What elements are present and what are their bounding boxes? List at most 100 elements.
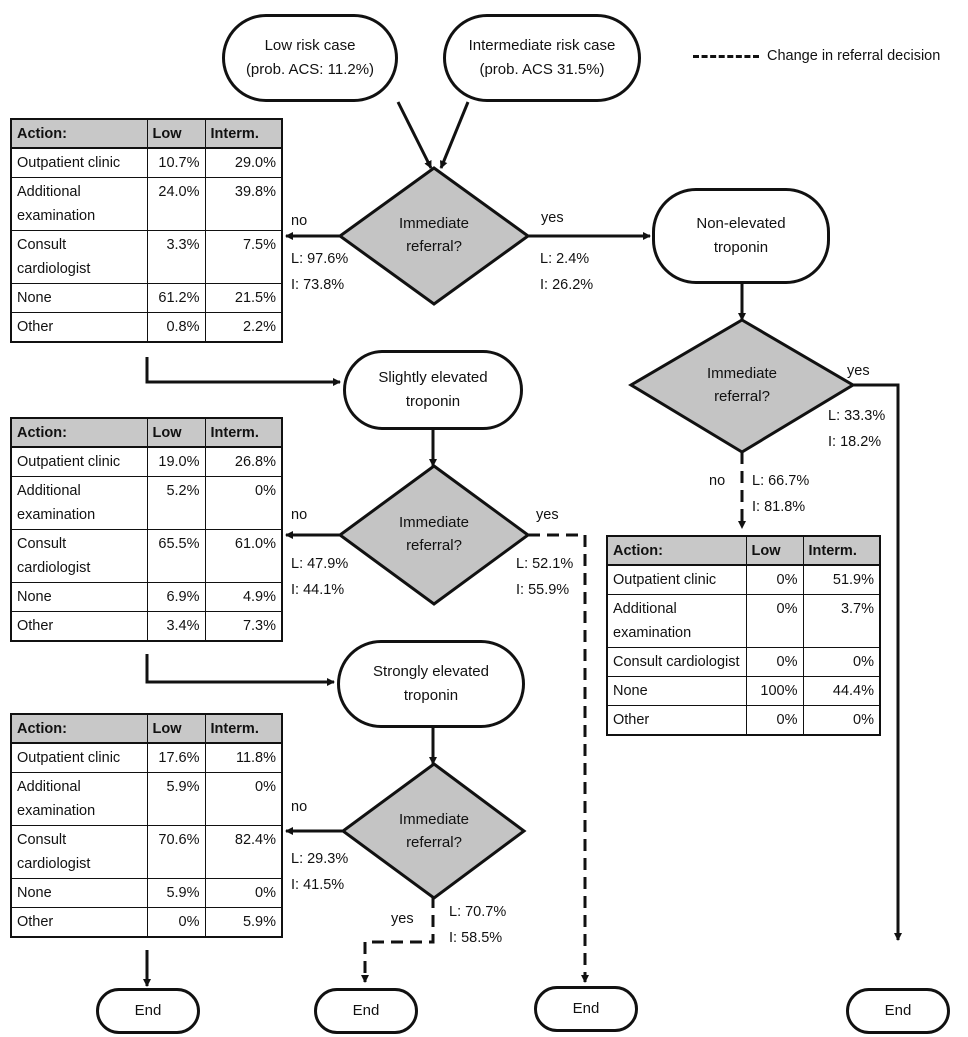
cell-low: 0%: [745, 594, 804, 648]
cell-interm: 82.4%: [204, 825, 283, 879]
split-slightly-yes-low: L: 52.1%: [516, 556, 574, 572]
end-node-strongly-yes: End: [314, 988, 418, 1034]
cell-action: None: [10, 582, 148, 612]
cell-interm: 7.3%: [204, 611, 283, 642]
branch-yes-slightly: yes: [536, 507, 559, 523]
cell-low: 6.9%: [146, 582, 206, 612]
legend-dashed-line: [693, 55, 759, 58]
table-row: Additional examination 5.9% 0%: [10, 772, 283, 826]
decision-line2: referral?: [406, 834, 462, 851]
start-node-low-line1: Low risk case: [264, 37, 356, 54]
decision-line1: Immediate: [398, 811, 470, 828]
cell-low: 10.7%: [146, 148, 206, 178]
header-interm: Interm.: [204, 417, 283, 448]
node-slightly-line1: Slightly elevated: [378, 369, 488, 386]
cell-action: Additional examination: [10, 177, 148, 231]
node-slightly-elevated-troponin: Slightly elevated troponin: [343, 350, 523, 430]
cell-interm: 0%: [204, 878, 283, 908]
cell-interm: 3.7%: [802, 594, 881, 648]
table-row: None 6.9% 4.9%: [10, 582, 283, 612]
decision-non-elevated: [628, 318, 856, 454]
cell-action: Consult cardiologist: [10, 825, 148, 879]
end-node-strongly-table: End: [96, 988, 200, 1034]
decision-slightly: [337, 464, 531, 606]
header-action: Action:: [10, 118, 148, 149]
header-low: Low: [146, 118, 206, 149]
table-row: Consult cardiologist 0% 0%: [606, 647, 881, 677]
table-row: Outpatient clinic 19.0% 26.8%: [10, 447, 283, 477]
cell-action: Additional examination: [10, 476, 148, 530]
header-action: Action:: [606, 535, 747, 566]
branch-yes-strongly: yes: [391, 911, 414, 927]
split-slightly-no-low: L: 47.9%: [291, 556, 349, 572]
split-strongly-yes-interm: I: 58.5%: [449, 930, 503, 946]
cell-low: 0%: [146, 907, 206, 938]
split-nonelevated-yes-low: L: 33.3%: [828, 408, 886, 424]
cell-action: Outpatient clinic: [10, 447, 148, 477]
start-node-interm-line2: (prob. ACS 31.5%): [479, 61, 605, 78]
cell-interm: 44.4%: [802, 676, 881, 706]
cell-low: 3.4%: [146, 611, 206, 642]
split-strongly-no-low: L: 29.3%: [291, 851, 349, 867]
cell-interm: 0%: [204, 476, 283, 530]
cell-interm: 0%: [204, 772, 283, 826]
header-low: Low: [146, 713, 206, 744]
branch-no-strongly: no: [291, 799, 308, 815]
branch-no-slightly: no: [291, 507, 308, 523]
header-low: Low: [146, 417, 206, 448]
cell-low: 61.2%: [146, 283, 206, 313]
cell-low: 19.0%: [146, 447, 206, 477]
cell-action: None: [10, 878, 148, 908]
action-table-initial: Action: Low Interm. Outpatient clinic 10.…: [10, 118, 283, 343]
decision-line1: Immediate: [398, 514, 470, 531]
node-strongly-elevated-troponin: Strongly elevated troponin: [337, 640, 525, 728]
connector-nonelevated-yes: [853, 383, 902, 941]
cell-low: 5.2%: [146, 476, 206, 530]
split-nonelevated-no-low: L: 66.7%: [752, 473, 810, 489]
cell-interm: 2.2%: [204, 312, 283, 343]
split-slightly-no-interm: I: 44.1%: [291, 582, 345, 598]
cell-low: 0.8%: [146, 312, 206, 343]
table-row: Outpatient clinic 0% 51.9%: [606, 565, 881, 595]
table-header-row: Action: Low Interm.: [606, 535, 881, 566]
cell-interm: 11.8%: [204, 743, 283, 773]
table-row: None 61.2% 21.5%: [10, 283, 283, 313]
table-header-row: Action: Low Interm.: [10, 118, 283, 149]
cell-interm: 21.5%: [204, 283, 283, 313]
split-initial-no-low: L: 97.6%: [291, 251, 349, 267]
header-interm: Interm.: [204, 713, 283, 744]
branch-yes-non-elevated: yes: [847, 363, 870, 379]
cell-low: 0%: [745, 705, 804, 736]
table-header-row: Action: Low Interm.: [10, 713, 283, 744]
cell-action: Additional examination: [606, 594, 747, 648]
cell-interm: 26.8%: [204, 447, 283, 477]
cell-low: 17.6%: [146, 743, 206, 773]
table-row: Other 3.4% 7.3%: [10, 611, 283, 642]
node-non-elevated-troponin: Non-elevated troponin: [652, 188, 830, 284]
start-node-low-line2: (prob. ACS: 11.2%): [245, 61, 375, 78]
connector-strongly-yes: [361, 896, 435, 983]
table-row: Additional examination 0% 3.7%: [606, 594, 881, 648]
start-node-low-risk: Low risk case (prob. ACS: 11.2%): [222, 14, 398, 102]
cell-action: Outpatient clinic: [10, 743, 148, 773]
split-strongly-yes-low: L: 70.7%: [449, 904, 507, 920]
decision-slightly-text: Immediate referral?: [374, 511, 494, 557]
branch-no-initial: no: [291, 213, 308, 229]
connector-interm-to-decision: [439, 101, 470, 169]
legend-label: Change in referral decision: [767, 48, 941, 64]
action-table-slightly-elevated: Action: Low Interm. Outpatient clinic 19.…: [10, 417, 283, 642]
node-strongly-line2: troponin: [403, 687, 459, 704]
split-initial-no-interm: I: 73.8%: [291, 277, 345, 293]
connector-table-to-strongly: [145, 654, 335, 686]
decision-line1: Immediate: [706, 365, 778, 382]
table-row: Additional examination 5.2% 0%: [10, 476, 283, 530]
table-row: Consult cardiologist 65.5% 61.0%: [10, 529, 283, 583]
split-initial-yes-low: L: 2.4%: [540, 251, 590, 267]
node-slightly-line2: troponin: [405, 393, 461, 410]
start-node-interm-line1: Intermediate risk case: [468, 37, 616, 54]
cell-action: Consult cardiologist: [606, 647, 747, 677]
cell-action: Other: [606, 705, 747, 736]
decision-line2: referral?: [714, 388, 770, 405]
cell-interm: 7.5%: [204, 230, 283, 284]
